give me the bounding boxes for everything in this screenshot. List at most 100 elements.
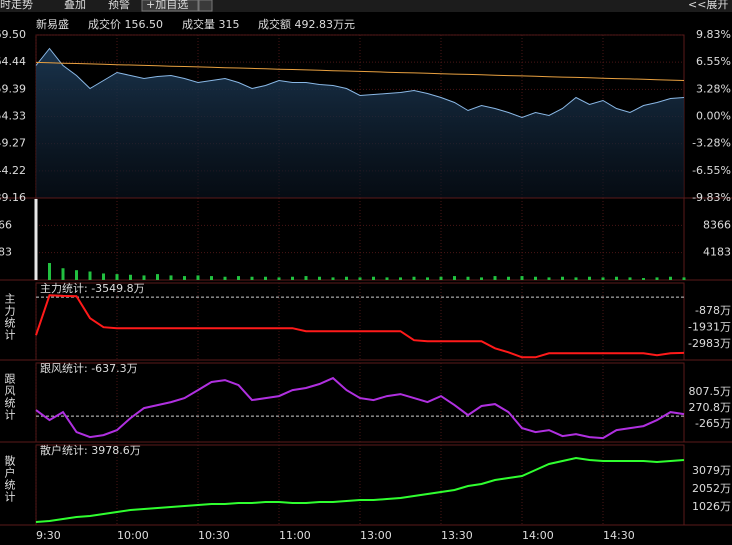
series-line <box>35 456 685 523</box>
y-tick-label: 807.5万 <box>689 385 732 398</box>
volume-bar <box>453 276 456 280</box>
volume-bar <box>102 273 105 280</box>
x-tick-label: 9:30 <box>36 529 61 542</box>
y-tick-label: 4183 <box>0 246 12 259</box>
volume-bar <box>399 277 402 280</box>
volume-bar <box>345 276 348 280</box>
y-tick-label: 154.33 <box>0 110 26 123</box>
volume-bar <box>601 277 605 280</box>
side-label: 散户统计 <box>3 454 16 503</box>
stat: 成交额 492.83万元 <box>258 17 355 31</box>
volume-bar <box>426 277 429 280</box>
volume-bar <box>196 275 200 280</box>
volume-bar <box>331 277 335 280</box>
dropdown-button[interactable] <box>198 0 213 12</box>
volume-bar <box>142 275 146 280</box>
volume-bar <box>223 276 227 280</box>
y2-tick-label: -9.83% <box>692 191 731 204</box>
stat: 成交价 156.50 <box>88 17 163 31</box>
volume-bar <box>655 277 659 280</box>
volume-bar <box>642 278 645 280</box>
volume-bar <box>615 276 618 280</box>
series-line <box>35 376 685 440</box>
y2-tick-label: 6.55% <box>696 55 731 68</box>
toolbar-item[interactable]: +加自选 <box>146 0 188 11</box>
x-tick-label: 14:30 <box>603 529 635 542</box>
volume-bar <box>358 277 362 280</box>
y-tick-label: 169.50 <box>0 28 26 41</box>
x-tick-label: 13:30 <box>441 529 473 542</box>
volume-bar <box>669 276 672 280</box>
y-tick-label: 164.44 <box>0 55 26 68</box>
volume-bar <box>291 276 294 280</box>
y2-tick-label: -3.28% <box>692 137 731 150</box>
y-tick-label: 8366 <box>0 218 12 231</box>
volume-bar <box>48 263 51 280</box>
y-tick-label: 1026万 <box>692 500 731 513</box>
volume-bar <box>480 277 483 280</box>
expand-button[interactable]: <<展开 <box>688 0 728 11</box>
volume-bar <box>304 276 308 280</box>
add-watch-button[interactable] <box>141 0 199 12</box>
volume-bar <box>88 271 92 280</box>
volume-bar <box>264 276 267 280</box>
x-tick-label: 13:00 <box>360 529 392 542</box>
panel-title: 散户统计: 3978.6万 <box>40 443 141 457</box>
volume-bar <box>34 198 38 280</box>
volume-bar <box>588 276 591 280</box>
y-tick-label: -1931万 <box>688 320 731 333</box>
volume-bar <box>561 276 564 280</box>
area-fill <box>36 48 684 198</box>
toolbar-item[interactable]: 叠加 <box>64 0 86 11</box>
volume-bar <box>493 276 497 280</box>
panel-title: 跟风统计: -637.3万 <box>40 362 138 375</box>
volume-bar <box>385 277 389 280</box>
y-tick-label: 8366 <box>703 218 731 231</box>
y-tick-label: -878万 <box>695 304 731 317</box>
x-tick-label: 10:30 <box>198 529 230 542</box>
side-label: 跟风统计 <box>3 373 16 421</box>
x-tick-label: 14:00 <box>522 529 554 542</box>
side-label: 主力统计 <box>3 293 16 341</box>
volume-bar <box>169 275 173 280</box>
y-tick-label: 139.16 <box>0 191 26 204</box>
y2-tick-label: 0.00% <box>696 110 731 123</box>
volume-bar <box>61 268 65 280</box>
volume-bar <box>250 276 254 280</box>
toolbar-item[interactable]: 分时走势 <box>0 0 33 11</box>
panel-title: 主力统计: -3549.8万 <box>40 282 145 295</box>
volume-bar <box>682 277 686 280</box>
volume-bar <box>439 276 443 280</box>
toolbar-item[interactable]: 预警 <box>108 0 130 11</box>
volume-bar <box>520 276 524 280</box>
y2-tick-label: 3.28% <box>696 82 731 95</box>
y-tick-label: 159.39 <box>0 82 26 95</box>
volume-bar <box>183 276 186 280</box>
y-tick-label: 149.27 <box>0 137 26 150</box>
volume-bar <box>534 276 537 280</box>
volume-bar <box>237 276 240 280</box>
y-tick-label: 4183 <box>703 246 731 259</box>
volume-bar <box>75 270 78 280</box>
y-tick-label: 270.8万 <box>689 401 732 414</box>
volume-bar <box>466 276 470 280</box>
volume-bar <box>115 274 119 280</box>
volume-bar <box>372 276 375 280</box>
volume-bar <box>507 276 510 280</box>
series-line <box>35 61 685 81</box>
y2-tick-label: 9.83% <box>696 28 731 41</box>
y-tick-label: -2983万 <box>688 337 731 350</box>
y-tick-label: 3079万 <box>692 464 731 477</box>
y2-tick-label: -6.55% <box>692 164 731 177</box>
volume-bar <box>412 276 416 280</box>
volume-bar <box>574 277 578 280</box>
stat: 成交量 315 <box>182 17 240 31</box>
volume-bar <box>318 276 321 280</box>
volume-bar <box>277 277 281 280</box>
volume-bar <box>156 274 159 280</box>
volume-bar <box>547 277 551 280</box>
series-line <box>35 294 685 359</box>
y-tick-label: 144.22 <box>0 164 26 177</box>
